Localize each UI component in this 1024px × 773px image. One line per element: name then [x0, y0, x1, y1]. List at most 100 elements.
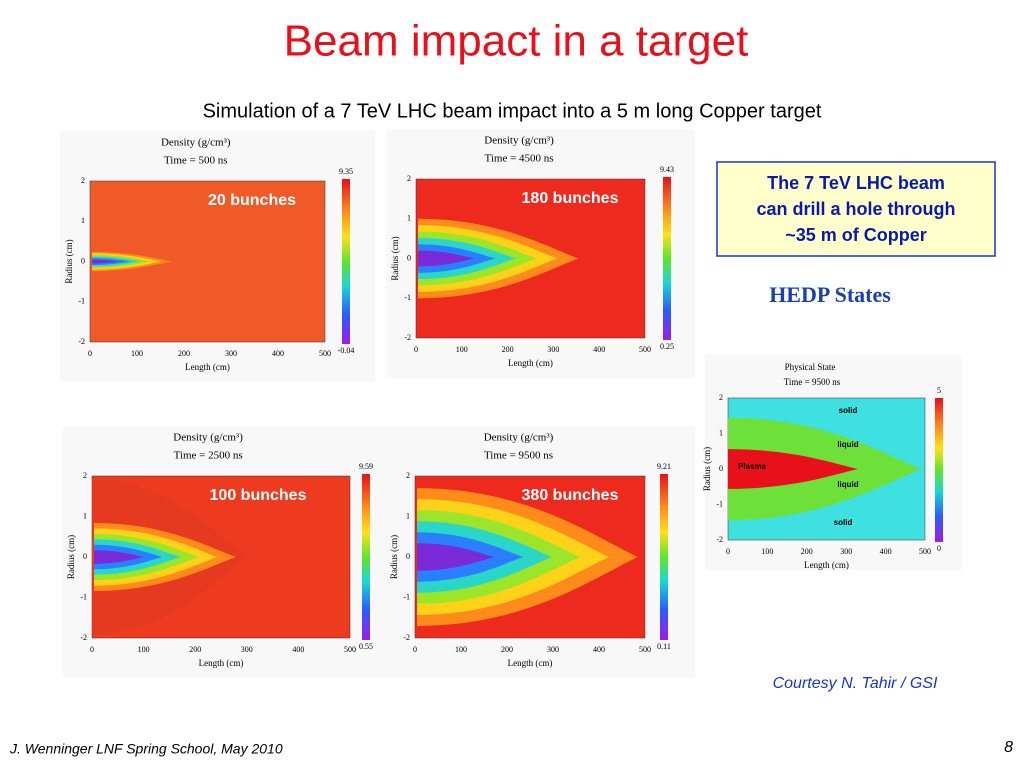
x-tick-label: 100: [138, 645, 150, 654]
y-tick-label: 0: [719, 464, 723, 473]
y-axis-label: Radius (cm): [702, 447, 712, 491]
footer-text: J. Wenninger LNF Spring School, May 2010: [9, 741, 283, 757]
y-tick-label: -1: [404, 293, 411, 302]
y-tick-label: 1: [406, 511, 410, 520]
plume-layer: [92, 259, 120, 264]
x-tick-label: 0: [90, 645, 94, 654]
x-tick-label: 100: [456, 345, 468, 354]
callout-box: [716, 161, 996, 257]
colorbar-min: 0: [937, 544, 941, 553]
x-tick-label: 400: [593, 345, 605, 354]
colorbar-max: 9.21: [657, 462, 671, 471]
colorbar: [362, 474, 370, 640]
x-tick-label: 200: [801, 547, 813, 556]
colorbar: [663, 177, 671, 340]
states-heading: HEDP States: [769, 282, 891, 307]
x-tick-label: 0: [88, 349, 92, 358]
x-tick-label: 500: [639, 345, 651, 354]
y-tick-label: 2: [407, 174, 411, 183]
y-tick-label: 0: [407, 253, 411, 262]
y-tick-label: -1: [78, 297, 85, 306]
bunch-label: 20 bunches: [208, 192, 296, 209]
y-tick-label: 2: [83, 471, 87, 480]
x-tick-label: 400: [593, 645, 605, 654]
callout-line: can drill a hole through: [756, 199, 955, 219]
y-tick-label: 1: [81, 216, 85, 225]
states-title: Physical State: [785, 362, 836, 372]
panel-time: Time = 500 ns: [164, 155, 228, 167]
y-tick-label: -1: [80, 592, 87, 601]
bunch-label: 380 bunches: [522, 487, 619, 504]
x-tick-label: 500: [319, 349, 331, 358]
x-tick-label: 100: [131, 349, 143, 358]
y-tick-label: -2: [404, 333, 411, 342]
y-axis-label: Radius (cm): [64, 239, 74, 283]
y-axis-label: Radius (cm): [390, 236, 400, 280]
panel-time: Time = 2500 ns: [174, 450, 243, 462]
x-axis-label: Length (cm): [508, 358, 553, 368]
x-tick-label: 300: [547, 345, 559, 354]
x-tick-label: 300: [840, 547, 852, 556]
colorbar-min: -0.04: [338, 346, 355, 355]
x-tick-label: 300: [547, 645, 559, 654]
x-tick-label: 500: [919, 547, 931, 556]
colorbar-min: 0.11: [657, 642, 671, 651]
x-tick-label: 200: [178, 349, 190, 358]
x-tick-label: 0: [414, 345, 418, 354]
x-tick-label: 400: [272, 349, 284, 358]
bunch-label: 100 bunches: [210, 487, 307, 504]
x-tick-label: 0: [413, 645, 417, 654]
plume-layer: [94, 550, 144, 564]
x-tick-label: 100: [455, 645, 467, 654]
x-tick-label: 500: [344, 645, 356, 654]
state-region-label: solid: [839, 406, 858, 415]
colorbar-max: 9.35: [339, 167, 353, 176]
x-tick-label: 300: [241, 645, 253, 654]
x-tick-label: 400: [292, 645, 304, 654]
callout-line: The 7 TeV LHC beam: [767, 173, 945, 193]
x-tick-label: 200: [189, 645, 201, 654]
x-axis-label: Length (cm): [199, 658, 244, 668]
y-axis-label: Radius (cm): [66, 535, 76, 579]
colorbar: [935, 398, 943, 542]
y-tick-label: 2: [406, 471, 410, 480]
y-tick-label: 0: [81, 256, 85, 265]
x-axis-label: Length (cm): [804, 560, 849, 570]
callout-line: ~35 m of Copper: [785, 225, 927, 245]
states-time: Time = 9500 ns: [784, 377, 841, 387]
panel-time: Time = 4500 ns: [485, 153, 554, 165]
state-region-label: Plasma: [738, 462, 767, 471]
panel-heading: Density (g/cm³): [161, 137, 231, 149]
colorbar-min: 0.25: [660, 342, 674, 351]
subtitle: Simulation of a 7 TeV LHC beam impact in…: [203, 100, 822, 122]
panel-heading: Density (g/cm³): [173, 432, 243, 444]
y-tick-label: -2: [716, 535, 723, 544]
y-tick-label: 0: [406, 552, 410, 561]
state-region-label: solid: [834, 518, 853, 527]
y-axis-label: Radius (cm): [389, 535, 399, 579]
colorbar-max: 9.43: [660, 165, 674, 174]
y-tick-label: 1: [407, 214, 411, 223]
y-tick-label: -1: [403, 592, 410, 601]
x-axis-label: Length (cm): [508, 658, 553, 668]
plume-layer: [728, 449, 859, 489]
y-tick-label: -2: [403, 633, 410, 642]
x-tick-label: 0: [726, 547, 730, 556]
x-tick-label: 200: [501, 645, 513, 654]
y-tick-label: -2: [80, 633, 87, 642]
y-tick-label: 0: [83, 552, 87, 561]
y-tick-label: -2: [78, 337, 85, 346]
colorbar-max: 5: [937, 386, 941, 395]
slide-title: Beam impact in a target: [284, 17, 749, 66]
y-tick-label: -1: [716, 499, 723, 508]
panel-heading: Density (g/cm³): [484, 135, 554, 147]
panel-time: Time = 9500 ns: [484, 450, 553, 462]
x-tick-label: 200: [502, 345, 514, 354]
colorbar: [342, 179, 350, 344]
colorbar-max: 9.59: [359, 462, 373, 471]
x-tick-label: 500: [639, 645, 651, 654]
y-tick-label: 2: [81, 176, 85, 185]
x-tick-label: 400: [880, 547, 892, 556]
